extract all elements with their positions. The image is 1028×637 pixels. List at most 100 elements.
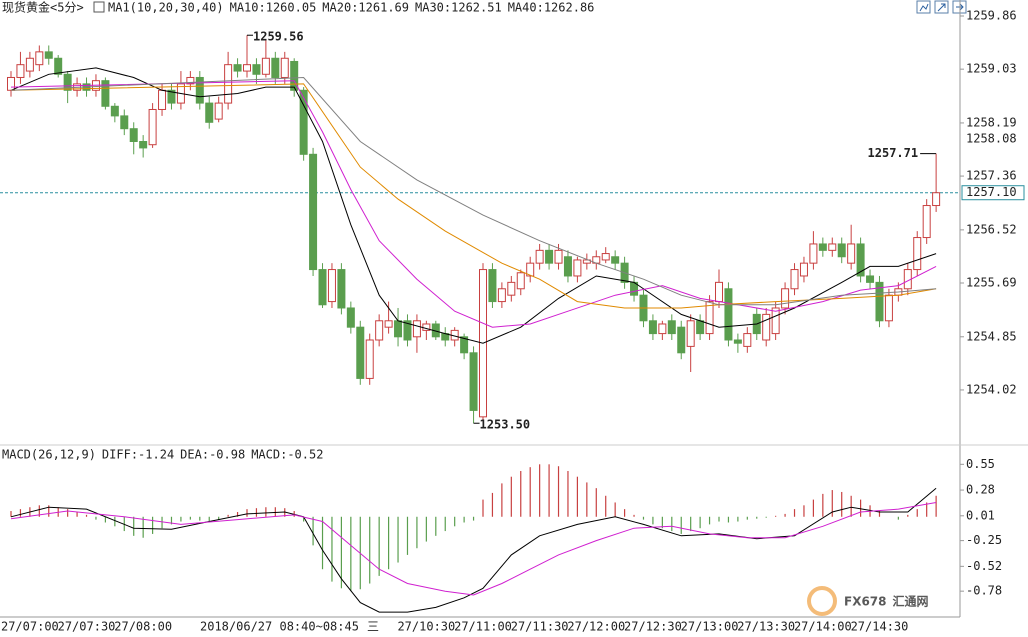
candle-body: [7, 76, 15, 91]
y-tick-label: 1254.85: [966, 329, 1017, 343]
candle-body: [922, 205, 931, 239]
candle-body: [460, 336, 469, 354]
candle-body: [129, 128, 138, 143]
candle-body: [261, 57, 270, 75]
candle-body: [545, 249, 554, 264]
candle-body: [611, 256, 620, 264]
candle-body: [101, 80, 110, 107]
candle-body: [535, 249, 544, 264]
candle-body: [365, 339, 374, 379]
x-tick-label: 27/14:00: [794, 620, 852, 634]
candle-body: [781, 288, 790, 309]
candle-body: [733, 339, 742, 344]
candle-body: [469, 352, 478, 411]
x-tick-label: 27/13:00: [681, 620, 739, 634]
x-tick-label: 27/11:30: [511, 620, 569, 634]
candle-body: [762, 313, 771, 341]
tool-glyph: [937, 3, 946, 12]
candle-body: [658, 323, 667, 335]
candle-body: [866, 275, 875, 283]
line-series: [10, 76, 937, 306]
x-tick-label: 27/13:30: [737, 620, 795, 634]
x-tick-label: 27/11:00: [454, 620, 512, 634]
x-tick-label: 27/14:30: [851, 620, 909, 634]
candle-body: [186, 76, 195, 85]
candle-body: [233, 64, 242, 72]
x-tick-label: 27/10:30: [397, 620, 455, 634]
candle-body: [913, 237, 922, 271]
x-tick-label: 27/07:00: [1, 620, 59, 634]
candle-body: [686, 320, 695, 347]
toolbar: [916, 0, 967, 14]
candle-body: [677, 326, 686, 354]
tooltip-date: 2018/06/27 08:40~08:45: [200, 620, 359, 634]
watermark-name: 汇通网: [893, 594, 929, 609]
candle-body: [139, 141, 148, 149]
candle-body: [375, 320, 384, 341]
annotation-label: 1259.56: [253, 30, 304, 44]
x-tick-label: 27/12:30: [624, 620, 682, 634]
candle-body: [318, 269, 327, 306]
y-tick-label: 1257.36: [966, 169, 1017, 183]
candle-body: [243, 64, 251, 72]
candle-body: [809, 243, 818, 264]
candle-body: [167, 89, 176, 104]
candle-body: [856, 243, 865, 277]
y-tick-label: 0.28: [966, 483, 995, 497]
candle-body: [526, 262, 535, 277]
candle-body: [847, 243, 856, 264]
candle-body: [497, 288, 506, 303]
candle-body: [195, 76, 204, 104]
candle-body: [932, 192, 941, 207]
candle-body: [724, 288, 733, 341]
line-series: [10, 502, 937, 596]
candle-body: [507, 281, 516, 296]
candle-body: [346, 307, 355, 328]
tool-glyph: [919, 3, 929, 12]
candle-body: [601, 253, 610, 261]
annotation-label: 1257.71: [868, 146, 919, 160]
candle-body: [394, 320, 403, 338]
candle-body: [271, 57, 280, 78]
candle-body: [25, 57, 34, 72]
candle-body: [488, 269, 497, 303]
legend-entry: DIFF:-1.24: [102, 448, 174, 462]
candle-body: [290, 60, 299, 91]
candle-body: [884, 294, 893, 322]
indicator-icon[interactable]: [93, 1, 105, 13]
price-tag: 1258.08: [966, 131, 1017, 145]
candle-body: [412, 320, 421, 338]
y-tick-label: 0.55: [966, 457, 995, 471]
candle-body: [696, 320, 705, 335]
y-tick-label: 1254.02: [966, 382, 1017, 396]
candle-body: [837, 243, 846, 258]
current-price-label: 1257.10: [966, 185, 1017, 199]
candle-body: [648, 320, 657, 335]
candle-body: [715, 281, 723, 303]
legend-entry: MACD(26,12,9): [2, 448, 96, 462]
tooltip-box: [197, 618, 385, 636]
legend-entry: 现货黄金<5分>: [2, 0, 84, 15]
tooltip-weekday: 三: [367, 620, 379, 634]
y-tick-label: -0.52: [966, 559, 1002, 573]
annotation-label: 1253.50: [480, 418, 531, 432]
candle-body: [327, 269, 336, 303]
x-tick-label: 27/07:30: [58, 620, 116, 634]
candle-body: [224, 64, 233, 104]
candle-body: [790, 269, 799, 290]
candle-body: [799, 262, 808, 277]
candle-body: [309, 153, 318, 271]
candle-body: [337, 269, 346, 309]
candle-body: [205, 102, 214, 123]
candle-body: [280, 57, 289, 78]
candle-body: [563, 256, 572, 277]
candle-body: [771, 307, 780, 335]
y-tick-label: 1259.86: [966, 9, 1017, 23]
legend-entry: MA30:1262.51: [415, 1, 502, 15]
candle-body: [120, 115, 129, 130]
candle-body: [356, 326, 365, 379]
candle-body: [573, 259, 582, 277]
